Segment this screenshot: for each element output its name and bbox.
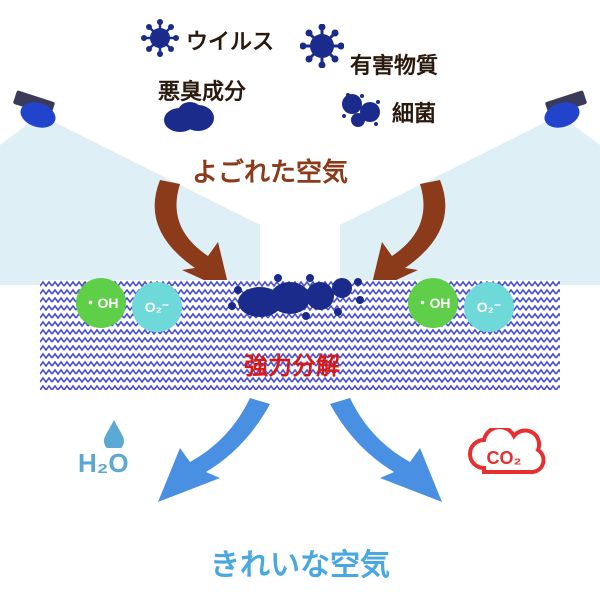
virus-label: ウイルス (186, 24, 274, 56)
oh-radical-left: ・OH (76, 278, 126, 328)
harmful-label: 有害物質 (350, 48, 438, 80)
bacteria-icon (338, 90, 388, 130)
contaminant-cluster-icon (220, 268, 380, 328)
h2o-label: H₂O (78, 448, 129, 479)
svg-text:CO₂: CO₂ (487, 448, 522, 468)
water-drop-icon (102, 418, 126, 448)
o2-radical-left: O₂⁻ (132, 282, 182, 332)
clean-air-label: きれいな空気 (0, 540, 600, 584)
virus-icon-1 (140, 18, 180, 58)
decompose-label: 強力分解 (244, 346, 340, 381)
virus-icon-2 (300, 24, 344, 68)
lamp-right-icon (532, 90, 592, 140)
lamp-left-icon (8, 90, 68, 140)
oh-radical-right: ・OH (408, 278, 458, 328)
o2-radical-right: O₂⁻ (464, 282, 514, 332)
co2-cloud-icon: CO₂ (460, 428, 550, 486)
bacteria-label: 細菌 (392, 96, 436, 128)
arrow-out-right (300, 398, 450, 518)
arrow-out-left (150, 398, 300, 518)
odor-label: 悪臭成分 (158, 74, 246, 106)
